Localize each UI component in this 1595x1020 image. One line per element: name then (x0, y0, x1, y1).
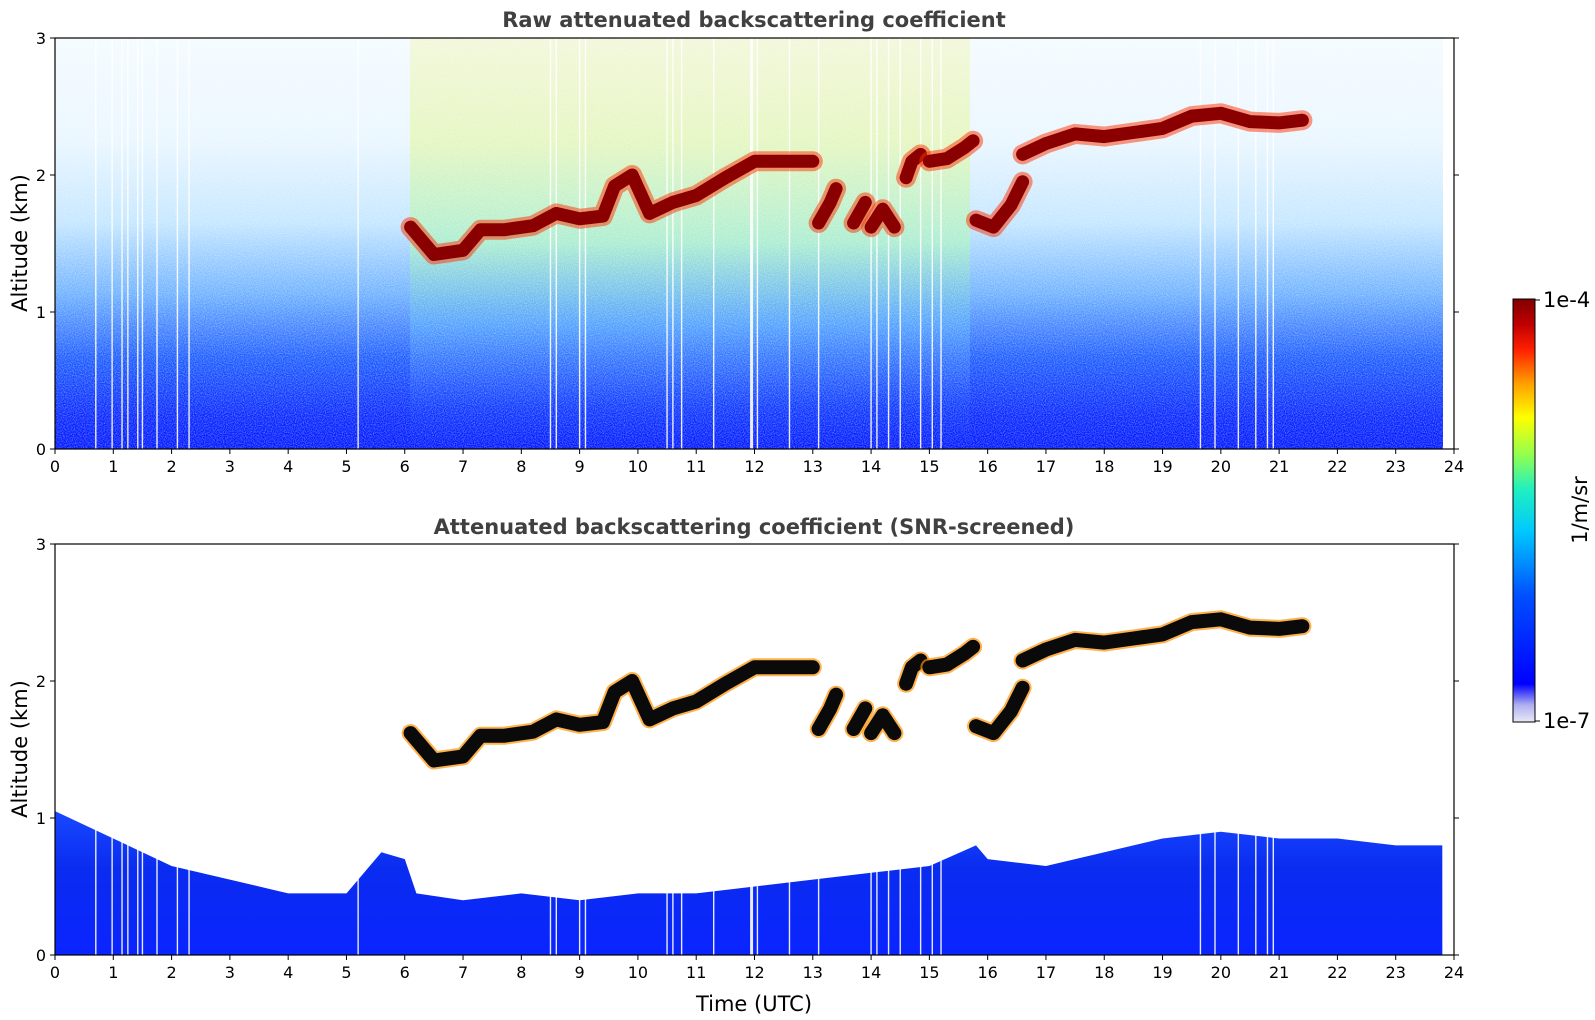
cloud-core (922, 639, 981, 675)
cloud-core (846, 701, 873, 736)
x-tick-label: 21 (1269, 963, 1289, 982)
x-tick-label: 19 (1152, 963, 1172, 982)
x-tick-label: 5 (341, 457, 351, 476)
x-tick-label: 8 (516, 963, 526, 982)
x-tick-label: 8 (516, 457, 526, 476)
x-tick-label: 23 (1386, 963, 1406, 982)
x-tick-label: 11 (686, 457, 706, 476)
screened-dropout-lines (95, 544, 1274, 955)
x-tick-label: 0 (50, 963, 60, 982)
cloud-core (922, 134, 980, 168)
x-tick-label: 18 (1094, 963, 1114, 982)
cloud-core (403, 660, 820, 768)
x-tick-label: 1 (108, 457, 118, 476)
panel-raw: Raw attenuated backscattering coefficien… (8, 8, 1464, 476)
x-tick-label: 14 (861, 457, 881, 476)
x-axis-label: Time (UTC) (695, 992, 812, 1016)
x-tick-label: 10 (628, 457, 648, 476)
raw-y-ticks: 0 1 2 3 (36, 29, 1459, 459)
x-tick-label: 10 (628, 963, 648, 982)
raw-x-ticks: 0 1 2 3 4 5 6 7 8 9 10 11 12 13 14 15 16 17 18 19 20 21 22 23 24 (50, 449, 1464, 476)
x-tick-label: 1 (108, 963, 118, 982)
y-tick-label: 0 (36, 946, 46, 965)
y-tick-label: 3 (36, 535, 46, 554)
cloud-core (899, 653, 928, 691)
screened-cloud-layer (401, 610, 1312, 770)
colorbar-max-label: 1e-4 (1543, 288, 1590, 312)
x-tick-label: 21 (1269, 457, 1289, 476)
cloud-core (404, 154, 820, 261)
colorbar-min-label: 1e-7 (1543, 709, 1590, 733)
cloud-core (864, 202, 901, 234)
y-tick-label: 0 (36, 440, 46, 459)
x-tick-label: 9 (575, 457, 585, 476)
x-tick-label: 9 (575, 963, 585, 982)
x-tick-label: 5 (341, 963, 351, 982)
raw-cloud-layer (400, 103, 1313, 265)
x-tick-label: 24 (1444, 457, 1464, 476)
x-tick-label: 15 (919, 457, 939, 476)
x-tick-label: 17 (1036, 963, 1056, 982)
colorbar-unit-label: 1/m/sr (1568, 476, 1592, 544)
x-tick-label: 4 (283, 963, 293, 982)
raw-dropout-lines (95, 38, 1274, 449)
x-tick-label: 20 (1211, 457, 1231, 476)
x-tick-label: 16 (977, 457, 997, 476)
y-tick-label: 2 (36, 672, 46, 691)
screened-y-ticks: 0 1 2 3 (36, 535, 1459, 965)
cloud-core (811, 687, 844, 736)
x-tick-label: 6 (400, 457, 410, 476)
y-tick-label: 2 (36, 166, 46, 185)
x-tick-label: 22 (1327, 457, 1347, 476)
raw-chart-title: Raw attenuated backscattering coefficien… (502, 8, 1006, 32)
screened-boundary-layer (55, 811, 1443, 955)
cloud-core (1016, 106, 1309, 161)
x-tick-label: 20 (1211, 963, 1231, 982)
cloud-core (847, 195, 872, 230)
screened-y-axis-label: Altitude (km) (8, 680, 32, 818)
x-tick-label: 14 (861, 963, 881, 982)
cloud-core (899, 147, 928, 185)
y-tick-label: 3 (36, 29, 46, 48)
x-tick-label: 0 (50, 457, 60, 476)
screened-x-ticks: 0 1 2 3 4 5 6 7 8 9 10 11 12 13 14 15 16 17 18 19 20 21 22 23 24 (50, 955, 1464, 982)
x-tick-label: 11 (686, 963, 706, 982)
x-tick-label: 4 (283, 457, 293, 476)
cloud-core (812, 182, 843, 230)
x-tick-label: 2 (166, 963, 176, 982)
x-tick-label: 2 (166, 457, 176, 476)
y-tick-label: 1 (36, 809, 46, 828)
x-tick-label: 13 (803, 457, 823, 476)
cloud-core (864, 708, 902, 741)
cloud-core (969, 175, 1030, 234)
colorbar-gradient (1512, 298, 1536, 723)
x-tick-label: 13 (803, 963, 823, 982)
y-tick-label: 1 (36, 303, 46, 322)
colorbar: 1e-4 1e-7 1/m/sr (1512, 288, 1592, 733)
cloud-core (1015, 612, 1310, 668)
panel-screened: Attenuated backscattering coefficient (S… (8, 515, 1464, 1016)
x-tick-label: 22 (1327, 963, 1347, 982)
x-tick-label: 17 (1036, 457, 1056, 476)
raw-speckle (55, 38, 1443, 449)
x-tick-label: 12 (744, 457, 764, 476)
x-tick-label: 24 (1444, 963, 1464, 982)
x-tick-label: 7 (458, 963, 468, 982)
x-tick-label: 7 (458, 457, 468, 476)
x-tick-label: 19 (1152, 457, 1172, 476)
x-tick-label: 6 (400, 963, 410, 982)
screened-chart-title: Attenuated backscattering coefficient (S… (434, 515, 1075, 539)
x-tick-label: 3 (225, 457, 235, 476)
raw-y-axis-label: Altitude (km) (8, 174, 32, 312)
x-tick-label: 12 (744, 963, 764, 982)
x-tick-label: 18 (1094, 457, 1114, 476)
x-tick-label: 3 (225, 963, 235, 982)
x-tick-label: 15 (919, 963, 939, 982)
x-tick-label: 23 (1386, 457, 1406, 476)
x-tick-label: 16 (977, 963, 997, 982)
cloud-core (969, 680, 1030, 741)
